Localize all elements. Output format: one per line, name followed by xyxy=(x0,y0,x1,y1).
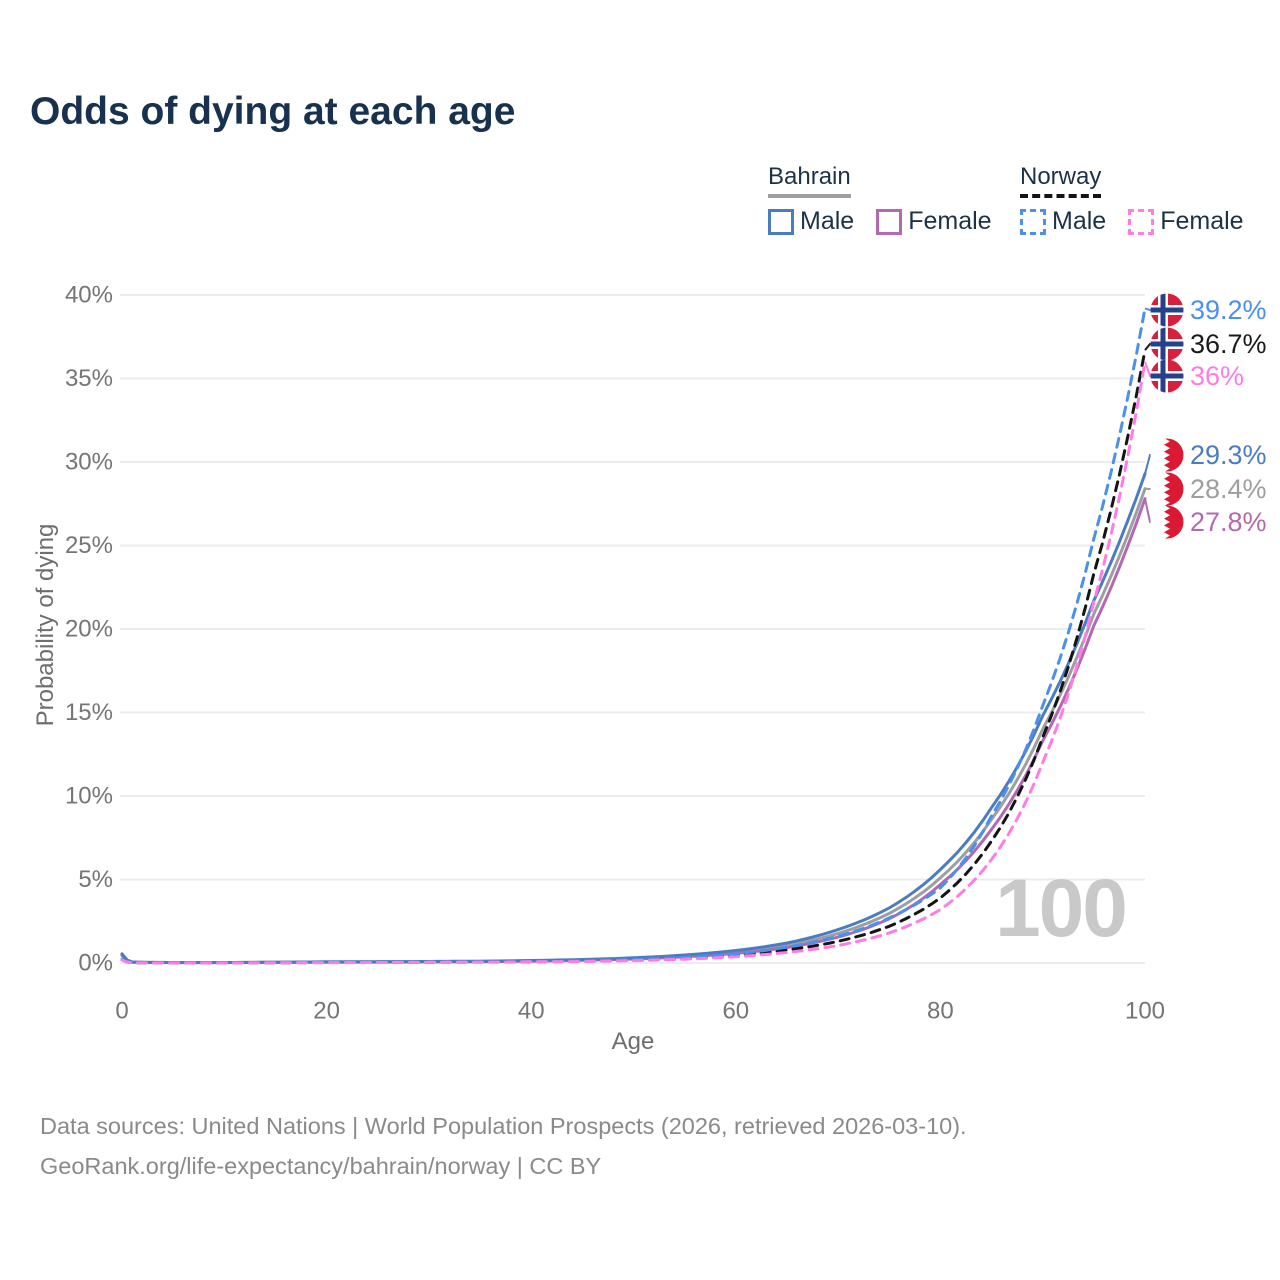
y-tick-20: 20% xyxy=(65,616,113,643)
legend-swatch-norway-male xyxy=(1020,208,1046,235)
x-tick-0: 0 xyxy=(115,998,128,1025)
series-line-bahrain-female[interactable] xyxy=(120,497,1147,965)
legend-country-norway[interactable]: Norway xyxy=(1020,163,1102,198)
x-tick-100: 100 xyxy=(1125,998,1165,1025)
norway-flag-icon xyxy=(1150,293,1184,327)
norway-flag-icon xyxy=(1150,327,1184,361)
legend-group-norway: Norway Male Female xyxy=(1020,163,1244,236)
y-tick-5: 5% xyxy=(78,866,113,893)
footer-sources-line: Data sources: United Nations | World Pop… xyxy=(40,1113,967,1139)
y-tick-40: 40% xyxy=(65,282,113,309)
end-label-norway-36: 36% xyxy=(1150,359,1244,393)
legend-swatch-norway-female xyxy=(1128,208,1155,235)
end-label-value: 29.3% xyxy=(1190,439,1267,470)
legend-label: Female xyxy=(908,207,992,235)
end-label-bahrain-278: 27.8% xyxy=(1150,505,1267,539)
y-tick-35: 35% xyxy=(65,365,113,392)
bahrain-flag-icon xyxy=(1150,438,1184,472)
legend-country-bahrain[interactable]: Bahrain xyxy=(768,163,851,198)
end-label-bahrain-293: 29.3% xyxy=(1150,438,1267,472)
hovered-age-watermark: 100 xyxy=(995,863,1128,954)
x-tick-80: 80 xyxy=(927,998,954,1025)
end-label-value: 27.8% xyxy=(1190,506,1267,537)
footer-attribution-line: GeoRank.org/life-expectancy/bahrain/norw… xyxy=(40,1153,602,1179)
legend-items-row: Male Female xyxy=(768,207,992,236)
end-label-value: 39.2% xyxy=(1190,294,1267,325)
legend-swatch-bahrain-female xyxy=(876,208,903,235)
legend-items-row: Male Female xyxy=(1020,207,1244,236)
bahrain-flag-icon xyxy=(1150,472,1184,506)
series-line-bahrain-total[interactable] xyxy=(120,487,1147,964)
page-title: Odds of dying at each age xyxy=(30,90,516,133)
x-tick-40: 40 xyxy=(518,998,545,1025)
series-line-norway-female[interactable] xyxy=(120,360,1147,965)
end-label-bahrain-284: 28.4% xyxy=(1150,472,1267,506)
legend-item-norway-female[interactable]: Female xyxy=(1128,207,1244,236)
legend-label: Male xyxy=(1052,207,1107,235)
legend-item-norway-male[interactable]: Male xyxy=(1020,207,1106,236)
footer: Data sources: United Nations | World Pop… xyxy=(40,1106,967,1186)
legend-swatch-bahrain-male xyxy=(768,208,794,235)
end-label-value: 28.4% xyxy=(1190,473,1267,504)
legend-label: Male xyxy=(800,207,855,235)
end-label-norway-392: 39.2% xyxy=(1150,293,1267,327)
legend-item-bahrain-female[interactable]: Female xyxy=(876,207,992,236)
x-tick-60: 60 xyxy=(722,998,749,1025)
series-line-norway-total[interactable] xyxy=(120,348,1147,965)
y-tick-25: 25% xyxy=(65,532,113,559)
legend-label: Female xyxy=(1160,207,1244,235)
y-tick-30: 30% xyxy=(65,449,113,476)
norway-flag-icon xyxy=(1150,359,1184,393)
x-axis-title: Age xyxy=(611,1028,655,1055)
series-line-norway-male[interactable] xyxy=(120,306,1147,965)
series-line-bahrain-male[interactable] xyxy=(120,472,1147,964)
legend-group-bahrain: Bahrain Male Female xyxy=(768,163,992,236)
y-axis-title: Probability of dying xyxy=(32,523,59,727)
end-label-value: 36% xyxy=(1190,360,1245,391)
end-label-value: 36.7% xyxy=(1190,328,1267,359)
y-tick-10: 10% xyxy=(65,783,113,810)
x-tick-20: 20 xyxy=(313,998,340,1025)
legend-item-bahrain-male[interactable]: Male xyxy=(768,207,854,236)
y-tick-15: 15% xyxy=(65,699,113,726)
y-tick-0: 0% xyxy=(78,950,113,977)
bahrain-flag-icon xyxy=(1150,505,1184,539)
end-label-norway-367: 36.7% xyxy=(1150,327,1267,361)
